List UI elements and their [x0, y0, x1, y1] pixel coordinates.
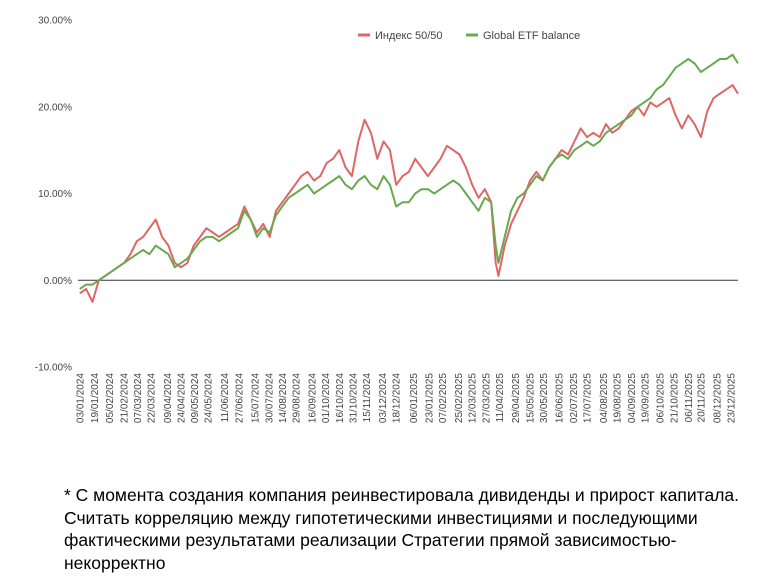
series-line-2	[79, 53, 739, 290]
legend-label: Global ETF balance	[483, 30, 580, 42]
x-tick-label: 24/05/2024	[204, 373, 215, 423]
x-tick-label: 23/12/2025	[726, 373, 737, 423]
x-tick-label: 11/04/2025	[495, 373, 506, 423]
x-tick-label: 15/07/2024	[251, 373, 262, 423]
x-tick-label: 09/04/2024	[163, 373, 174, 423]
x-tick-label: 30/07/2024	[264, 373, 275, 423]
x-tick-label: 06/11/2025	[684, 373, 695, 423]
x-tick-label: 20/11/2025	[696, 373, 707, 423]
x-tick-label: 17/07/2025	[583, 373, 594, 423]
x-tick-label: 19/01/2024	[90, 373, 101, 423]
x-tick-label: 31/10/2024	[348, 373, 359, 423]
x-tick-label: 12/03/2025	[468, 373, 479, 423]
y-tick-label: 30.00%	[38, 16, 72, 27]
x-tick-label: 11/06/2024	[220, 373, 231, 423]
x-axis: 03/01/2024 19/01/2024 05/02/2024 21/02/2024…	[75, 373, 737, 423]
x-tick-label: 16/09/2024	[308, 373, 319, 423]
legend: Индекс 50/50 Global ETF balance	[358, 30, 580, 42]
y-tick-label: 0.00%	[44, 276, 72, 287]
x-tick-label: 30/05/2025	[539, 373, 550, 423]
x-tick-label: 27/03/2025	[481, 373, 492, 423]
legend-label: Индекс 50/50	[375, 30, 443, 42]
x-tick-label: 06/10/2025	[656, 373, 667, 423]
x-tick-label: 15/11/2024	[362, 373, 373, 423]
x-tick-label: 29/04/2025	[511, 373, 522, 423]
x-tick-label: 21/10/2025	[669, 373, 680, 423]
x-tick-label: 19/08/2025	[612, 373, 623, 423]
y-tick-label: 10.00%	[38, 189, 72, 200]
x-tick-label: 24/04/2024	[177, 373, 188, 423]
x-tick-label: 03/12/2024	[378, 373, 389, 423]
x-tick-label: 05/02/2024	[105, 373, 116, 423]
x-tick-label: 14/08/2024	[278, 373, 289, 423]
x-tick-label: 01/10/2024	[321, 373, 332, 423]
y-tick-label: -10.00%	[35, 363, 72, 374]
x-tick-label: 16/06/2025	[554, 373, 565, 423]
x-tick-label: 18/12/2024	[392, 373, 403, 423]
x-tick-label: 15/05/2025	[526, 373, 537, 423]
x-tick-label: 19/09/2025	[640, 373, 651, 423]
series-layer	[79, 53, 739, 303]
x-tick-label: 23/01/2025	[424, 373, 435, 423]
x-tick-label: 25/02/2025	[454, 373, 465, 423]
x-tick-label: 21/02/2024	[120, 373, 131, 423]
x-tick-label: 02/07/2025	[569, 373, 580, 423]
y-tick-label: 20.00%	[38, 102, 72, 113]
line-chart: 30.00% 20.00% 10.00% 0.00% -10.00% 03/01/202…	[35, 16, 739, 423]
y-axis: 30.00% 20.00% 10.00% 0.00% -10.00%	[35, 16, 72, 374]
x-tick-label: 08/12/2025	[713, 373, 724, 423]
x-tick-label: 27/06/2024	[234, 373, 245, 423]
x-tick-label: 06/01/2025	[409, 373, 420, 423]
x-tick-label: 04/08/2025	[599, 373, 610, 423]
x-tick-label: 29/08/2024	[291, 373, 302, 423]
x-tick-label: 22/03/2024	[147, 373, 158, 423]
x-tick-label: 03/01/2024	[75, 373, 86, 423]
series-line-1	[79, 84, 739, 303]
x-tick-label: 09/05/2024	[190, 373, 201, 423]
footnote-disclaimer: * С момента создания компания реинвестир…	[64, 485, 740, 573]
x-tick-label: 16/10/2024	[335, 373, 346, 423]
x-tick-label: 07/03/2024	[133, 373, 144, 423]
x-tick-label: 07/02/2025	[438, 373, 449, 423]
x-tick-label: 04/09/2025	[627, 373, 638, 423]
